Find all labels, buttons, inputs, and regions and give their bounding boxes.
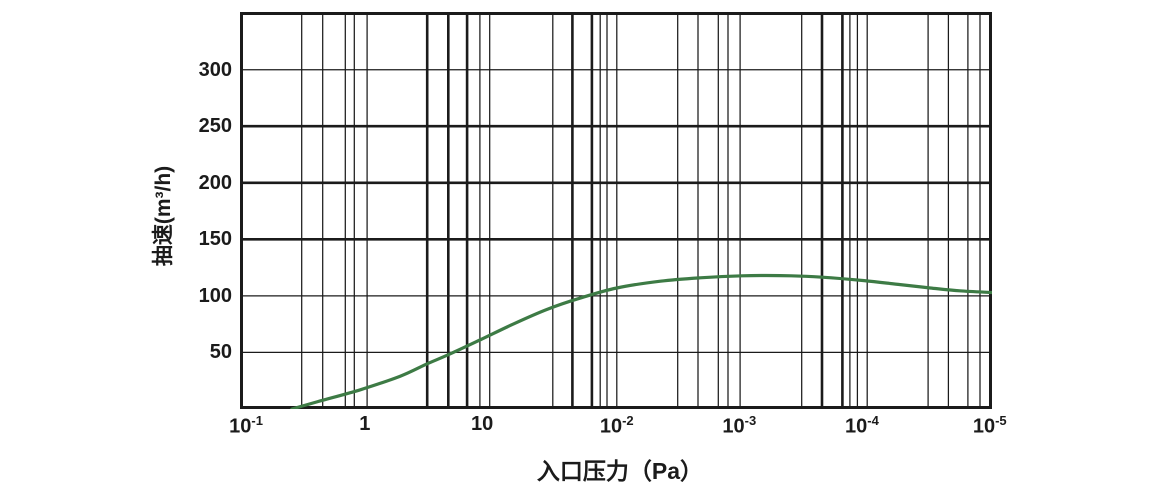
- x-tick-label: 10-2: [599, 413, 634, 438]
- y-tick-label: 300: [198, 59, 232, 81]
- x-tick-label: 10-1: [229, 413, 263, 438]
- y-tick-label: 250: [198, 115, 232, 137]
- pumping-speed-curve: [290, 273, 992, 409]
- y-tick-label: 100: [198, 285, 232, 307]
- x-tick-label: 10: [471, 413, 494, 435]
- x-axis-title: 入口压力（Pa）: [536, 458, 704, 484]
- y-tick-label: 50: [209, 341, 232, 363]
- plot-area: [240, 12, 992, 409]
- y-tick-label: 150: [198, 228, 232, 250]
- y-axis-tick-labels: 50 100 150 200 250 300: [0, 12, 232, 409]
- x-axis-tick-labels: 10-1 1 10 10-2 10-3 10-4 10-5: [229, 413, 1007, 447]
- x-tick-label: 10-3: [722, 413, 757, 438]
- y-tick-label: 200: [198, 172, 232, 194]
- plot-border: [240, 12, 992, 409]
- x-tick-label: 10-4: [844, 413, 879, 438]
- plot-canvas: [240, 12, 992, 409]
- x-tick-label: 10-5: [972, 413, 1007, 438]
- x-tick-label: 1: [359, 413, 371, 435]
